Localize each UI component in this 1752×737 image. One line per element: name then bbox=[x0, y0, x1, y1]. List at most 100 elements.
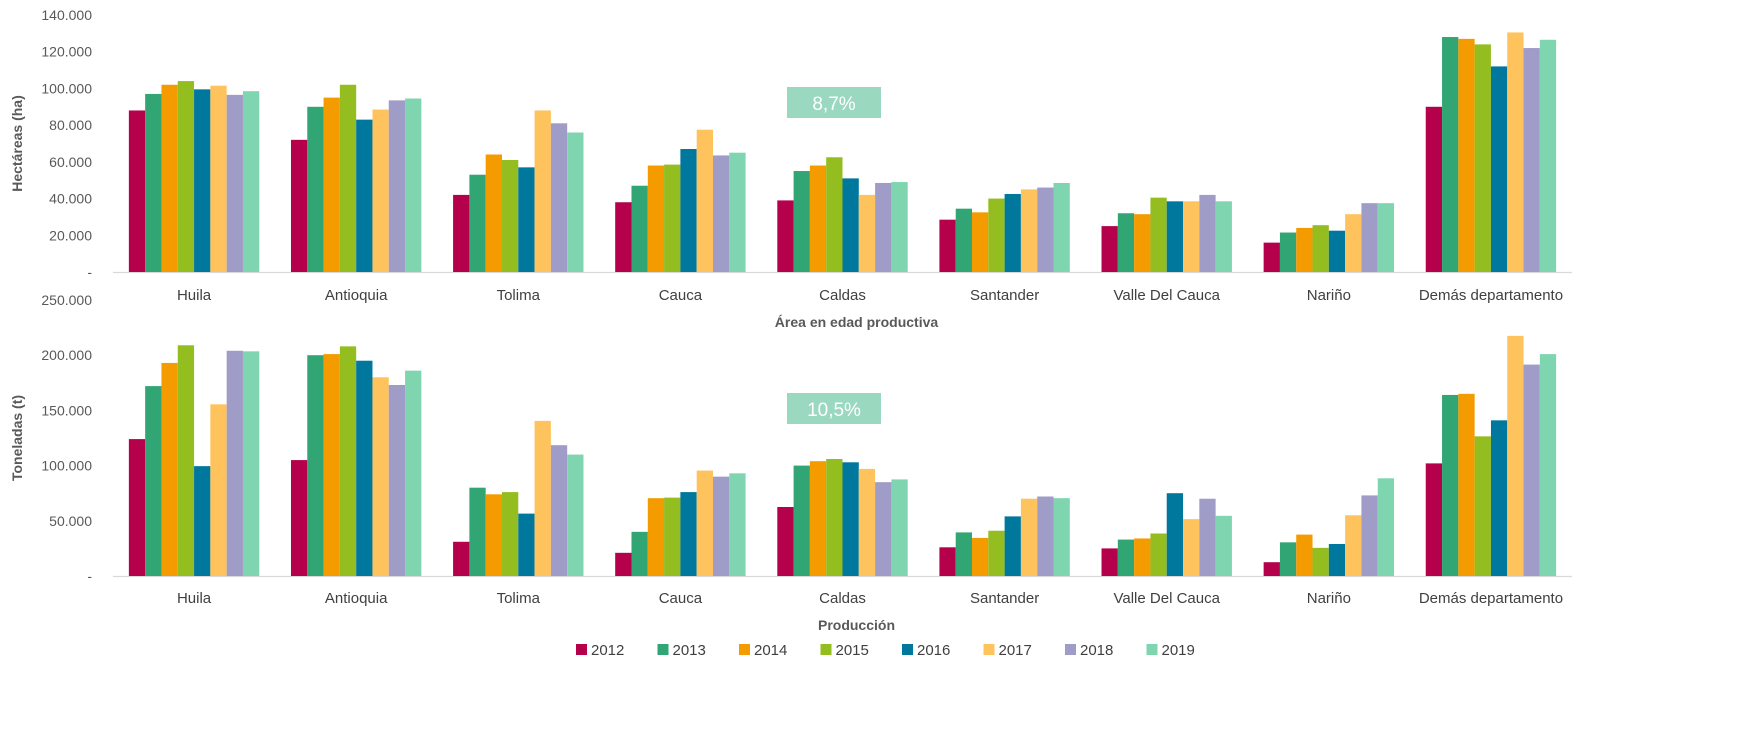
bar-2016 bbox=[356, 360, 373, 576]
bar-2012 bbox=[128, 110, 146, 273]
bar-2012 bbox=[939, 219, 956, 272]
bar-2019 bbox=[405, 98, 422, 273]
bar-2012 bbox=[290, 139, 308, 272]
bar-2016 bbox=[842, 178, 859, 272]
bar-2014 bbox=[161, 362, 178, 576]
bar-2018 bbox=[388, 100, 406, 272]
bar-2017 bbox=[372, 377, 389, 576]
x-axis-title: Área en edad productiva bbox=[775, 314, 939, 330]
bar-2017 bbox=[372, 109, 389, 272]
bar-2013 bbox=[793, 171, 810, 272]
bar-2013 bbox=[1442, 394, 1459, 576]
area-chart-panel: - 20.000 40.000 60.000 80.000 100.000 120.000 1… bbox=[9, 7, 1572, 330]
bar-2013 bbox=[631, 531, 648, 576]
bar-2015 bbox=[826, 458, 843, 576]
y-tick-label: 80.000 bbox=[49, 117, 92, 133]
bar-2013 bbox=[1279, 542, 1297, 576]
legend-swatch-2013 bbox=[657, 644, 669, 655]
bar-2017 bbox=[1345, 214, 1362, 272]
x-category-label: Tolima bbox=[497, 287, 541, 304]
bar-2016 bbox=[1004, 516, 1021, 576]
bar-2019 bbox=[729, 152, 746, 272]
bar-2015 bbox=[664, 164, 681, 272]
legend-swatch-2016 bbox=[902, 644, 913, 655]
bar-2016 bbox=[1328, 230, 1346, 272]
bar-2018 bbox=[1199, 194, 1216, 272]
bar-2018 bbox=[226, 350, 243, 576]
bar-2014 bbox=[1458, 38, 1475, 272]
bar-2013 bbox=[307, 106, 324, 272]
bar-2017 bbox=[1345, 515, 1362, 576]
bar-2014 bbox=[323, 97, 340, 272]
x-category-label: Tolima bbox=[497, 590, 541, 607]
bar-2017 bbox=[1020, 498, 1038, 576]
bar-2018 bbox=[1199, 498, 1216, 576]
bar-2013 bbox=[1279, 232, 1297, 272]
bar-2017 bbox=[210, 404, 227, 576]
bar-2019 bbox=[405, 370, 422, 576]
bar-2012 bbox=[615, 552, 632, 576]
bar-2017 bbox=[858, 468, 876, 576]
y-tick-label: 200.000 bbox=[41, 347, 92, 363]
bar-2016 bbox=[1004, 193, 1021, 272]
y-tick-label: 100.000 bbox=[41, 458, 92, 474]
bar-2014 bbox=[1296, 227, 1313, 272]
y-tick-label: 40.000 bbox=[49, 191, 92, 207]
bar-2015 bbox=[1150, 197, 1167, 272]
x-category-label: Santander bbox=[970, 287, 1039, 304]
bar-2016 bbox=[1166, 201, 1184, 272]
bar-2012 bbox=[777, 507, 794, 576]
bar-2014 bbox=[809, 461, 827, 576]
bar-2013 bbox=[955, 532, 973, 576]
bar-2013 bbox=[307, 355, 324, 576]
x-category-label: Valle Del Cauca bbox=[1113, 287, 1220, 304]
legend-swatch-2014 bbox=[739, 644, 750, 655]
bar-2015 bbox=[1474, 436, 1491, 576]
bar-2015 bbox=[339, 84, 357, 272]
bar-2016 bbox=[842, 462, 859, 576]
legend-swatch-2015 bbox=[820, 644, 832, 655]
bar-2013 bbox=[469, 174, 486, 272]
bar-2014 bbox=[972, 212, 989, 272]
bar-2016 bbox=[356, 119, 373, 272]
bar-2015 bbox=[177, 81, 195, 272]
bar-2018 bbox=[1523, 48, 1540, 272]
legend-swatch-2012 bbox=[576, 644, 587, 655]
y-tick-label: 100.000 bbox=[41, 80, 92, 96]
bar-2015 bbox=[501, 160, 519, 272]
bar-2019 bbox=[891, 479, 908, 576]
bar-2014 bbox=[1134, 538, 1151, 576]
x-category-label: Nariño bbox=[1307, 590, 1351, 607]
x-category-label: Valle Del Cauca bbox=[1113, 590, 1220, 607]
x-category-label: Demás departamento bbox=[1419, 590, 1563, 607]
bar-2013 bbox=[145, 386, 162, 576]
y-tick-label: 60.000 bbox=[49, 154, 92, 170]
bar-2017 bbox=[210, 85, 227, 273]
legend: 2012 2013 2014 2015 2016 2017 2018 2019 bbox=[576, 642, 1195, 659]
x-category-label: Caldas bbox=[819, 287, 866, 304]
bar-2017 bbox=[1183, 519, 1200, 576]
bar-2014 bbox=[161, 84, 178, 272]
x-category-label: Huila bbox=[177, 590, 212, 607]
bar-2019 bbox=[1215, 201, 1232, 272]
bar-2016 bbox=[680, 492, 697, 576]
legend-label-2012: 2012 bbox=[591, 642, 624, 659]
bar-2018 bbox=[1037, 187, 1054, 272]
bar-2017 bbox=[1183, 201, 1200, 272]
bar-2015 bbox=[988, 198, 1005, 272]
bar-2016 bbox=[1490, 420, 1508, 576]
legend-label-2017: 2017 bbox=[999, 642, 1032, 659]
bar-2018 bbox=[388, 385, 406, 576]
bar-2014 bbox=[485, 154, 502, 272]
bar-2016 bbox=[518, 167, 535, 272]
bar-2012 bbox=[453, 194, 470, 272]
bar-2013 bbox=[145, 93, 162, 272]
bar-2012 bbox=[128, 439, 146, 576]
bar-2017 bbox=[1507, 32, 1524, 272]
x-category-label: Cauca bbox=[659, 287, 703, 304]
bar-2016 bbox=[194, 466, 211, 576]
bar-2019 bbox=[1377, 478, 1395, 576]
bar-2013 bbox=[955, 208, 973, 272]
bar-2014 bbox=[647, 165, 665, 272]
y-tick-label: - bbox=[87, 264, 92, 280]
